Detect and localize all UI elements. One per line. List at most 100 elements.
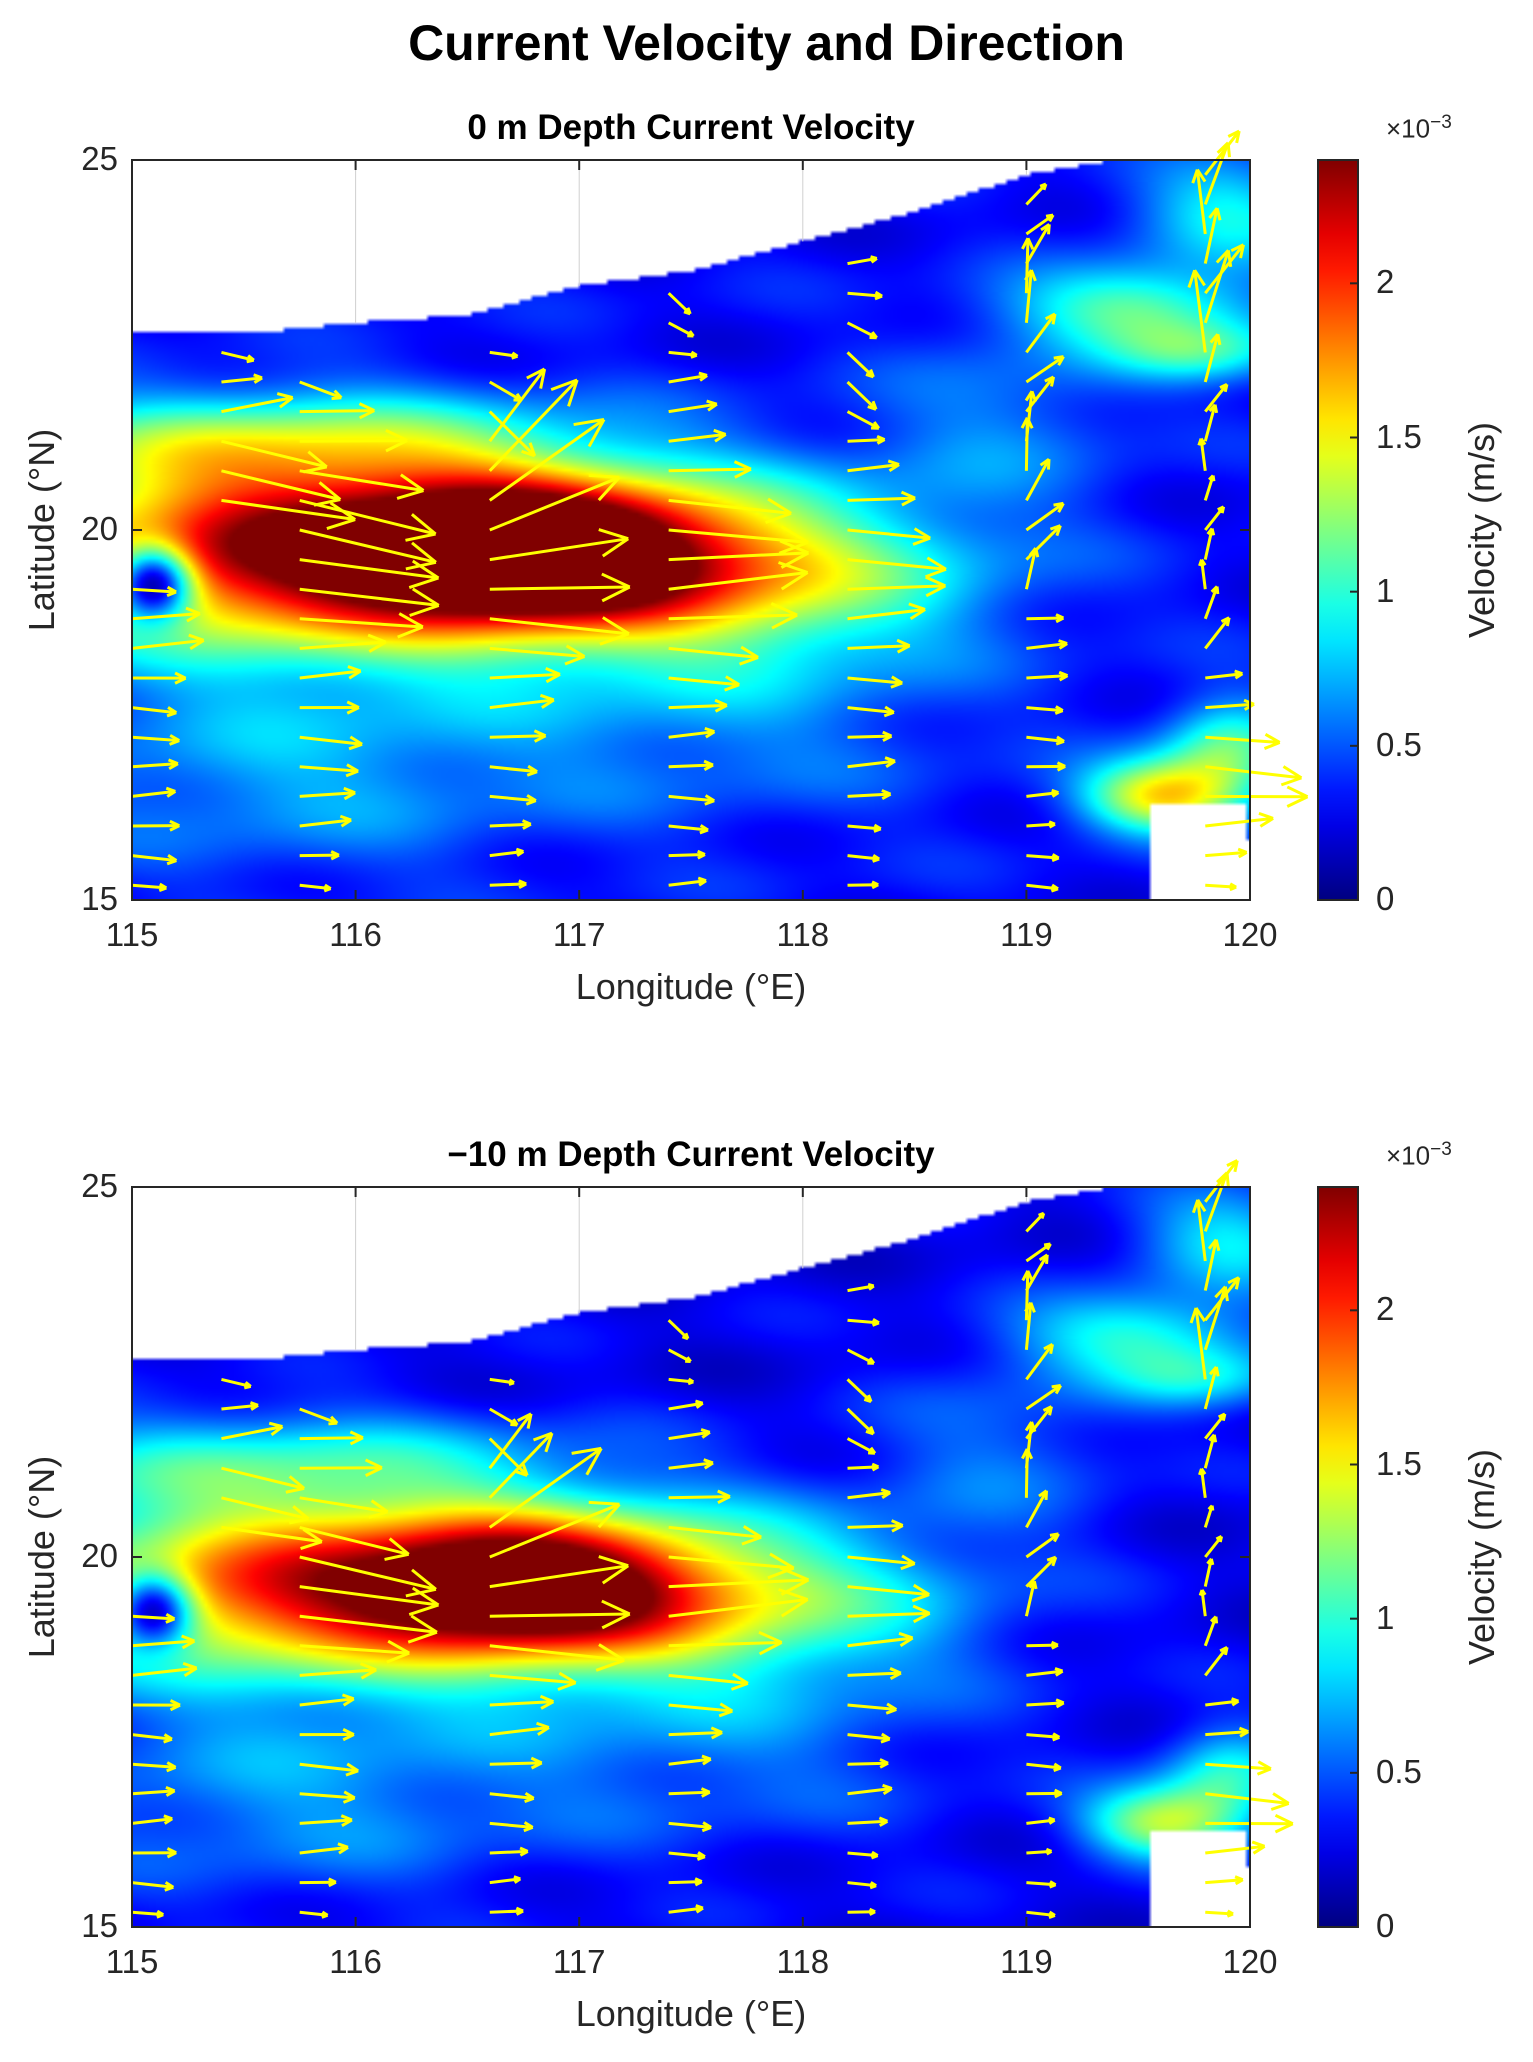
quiver-arrow xyxy=(847,607,926,621)
quiver-arrow-head xyxy=(1234,669,1243,676)
quiver-arrow-head xyxy=(1227,1276,1240,1285)
quiver-arrow-head xyxy=(165,1612,176,1621)
quiver-arrow xyxy=(668,350,697,357)
quiver-arrow-head xyxy=(1234,1875,1244,1882)
quiver-arrow xyxy=(1204,1276,1241,1322)
quiver-arrow-head xyxy=(1208,207,1219,219)
quiver-arrow xyxy=(1026,791,1059,798)
quiver-arrow xyxy=(131,612,201,621)
quiver-arrow xyxy=(1026,1910,1056,1917)
quiver-arrow xyxy=(1199,438,1207,471)
quiver-arrow-head xyxy=(876,434,886,441)
quiver-arrow-head xyxy=(717,1489,731,1498)
quiver-arrow-head xyxy=(887,459,900,467)
quiver-arrow-head xyxy=(1286,795,1309,808)
quiver-arrow-head xyxy=(1042,1405,1053,1412)
quiver-arrow-head xyxy=(410,1614,438,1634)
quiver-arrow xyxy=(668,1598,808,1618)
y-tick-label: 25 xyxy=(81,140,118,177)
quiver-arrow xyxy=(221,376,263,384)
quiver-arrow xyxy=(489,646,585,659)
quiver-arrow xyxy=(488,1447,603,1529)
quiver-arrow xyxy=(668,1703,733,1713)
quiver-arrow-head xyxy=(701,1754,712,1761)
quiver-arrow-head xyxy=(711,1731,723,1740)
quiver-arrow-head xyxy=(703,759,714,767)
quiver-arrow-head xyxy=(686,1356,692,1363)
quiver-arrow-head xyxy=(1226,250,1233,268)
quiver-arrow-head xyxy=(769,1552,795,1570)
quiver-arrow-head xyxy=(270,1425,284,1437)
quiver-arrow-head xyxy=(1051,883,1059,891)
chart-panel-1 xyxy=(131,1159,1359,1928)
quiver-arrow-head xyxy=(508,1378,515,1385)
quiver-arrow-head xyxy=(358,402,375,412)
quiver-arrow-head xyxy=(873,421,881,430)
quiver-arrow-head xyxy=(174,676,187,685)
quiver-arrow-head xyxy=(733,460,752,471)
quiver-arrow xyxy=(299,1792,355,1800)
quiver-arrow xyxy=(221,1425,283,1441)
quiver-arrow xyxy=(1204,243,1245,295)
quiver-arrow-head xyxy=(349,735,363,746)
y-tick-label: 20 xyxy=(81,510,118,547)
quiver-arrow-head xyxy=(521,819,532,826)
quiver-arrow xyxy=(299,1762,359,1773)
quiver-arrow xyxy=(1026,706,1063,713)
quiver-arrow-head xyxy=(536,1721,550,1729)
x-tick-label: 117 xyxy=(552,1943,606,1980)
quiver-arrow xyxy=(489,1849,528,1855)
quiver-arrow xyxy=(489,1700,554,1707)
quiver-arrow-head xyxy=(869,1425,875,1435)
quiver-arrow-head xyxy=(587,418,606,448)
quiver-arrow-head xyxy=(925,575,946,588)
quiver-arrow-head xyxy=(1217,1412,1226,1419)
quiver-arrow-head xyxy=(1215,249,1230,264)
quiver-arrow xyxy=(1026,642,1068,650)
quiver-arrow-head xyxy=(780,1578,810,1596)
colorbar-label: Velocity (m/s) xyxy=(1461,421,1502,639)
quiver-arrow xyxy=(489,585,630,591)
quiver-arrow xyxy=(1205,1878,1243,1885)
quiver-arrow xyxy=(668,879,707,887)
quiver-arrow-head xyxy=(585,1447,603,1476)
quiver-arrow-head xyxy=(1194,1307,1206,1323)
quiver-arrow-head xyxy=(1251,1840,1266,1848)
quiver-arrow xyxy=(1025,502,1065,532)
quiver-arrow-head xyxy=(526,794,537,802)
quiver-arrow xyxy=(1025,1532,1060,1559)
quiver-arrow-head xyxy=(1235,130,1241,144)
quiver-arrow-head xyxy=(901,1554,916,1565)
quiver-arrow-head xyxy=(778,540,809,555)
x-axis-label: Longitude (°E) xyxy=(575,1993,807,2034)
quiver-arrow-head xyxy=(886,1702,898,1711)
quiver-arrow xyxy=(668,571,808,591)
quiver-arrow xyxy=(668,1525,762,1539)
quiver-arrow-head xyxy=(1196,168,1207,183)
x-tick-label: 118 xyxy=(776,1943,830,1980)
quiver-arrow-head xyxy=(1038,1253,1049,1262)
quiver-arrow-head xyxy=(346,763,359,773)
quiver-arrow-head xyxy=(891,1519,904,1527)
quiver-arrow xyxy=(489,1407,519,1427)
quiver-arrow-head xyxy=(702,1821,712,1829)
velocity-heatmap xyxy=(132,160,1250,900)
quiver-arrow xyxy=(847,1761,889,1766)
quiver-arrow xyxy=(847,1851,878,1858)
quiver-arrow-head xyxy=(601,1564,630,1585)
quiver-arrow-head xyxy=(163,1733,173,1741)
quiver-arrow-head xyxy=(1053,1762,1062,1770)
quiver-arrow xyxy=(846,380,878,411)
quiver-arrow-head xyxy=(684,1332,690,1340)
quiver-arrow-head xyxy=(1038,1489,1048,1498)
quiver-arrow-head xyxy=(1056,735,1065,743)
quiver-arrow xyxy=(1026,1881,1056,1887)
y-tick-label: 15 xyxy=(81,880,118,917)
quiver-arrow-head xyxy=(896,644,911,654)
colorbar-tick-label: 0 xyxy=(1376,880,1395,917)
quiver-arrow xyxy=(668,1401,704,1411)
quiver-arrow xyxy=(847,584,946,591)
quiver-arrow xyxy=(299,498,436,536)
quiver-arrow-head xyxy=(595,1658,625,1672)
quiver-arrow-head xyxy=(909,608,926,620)
